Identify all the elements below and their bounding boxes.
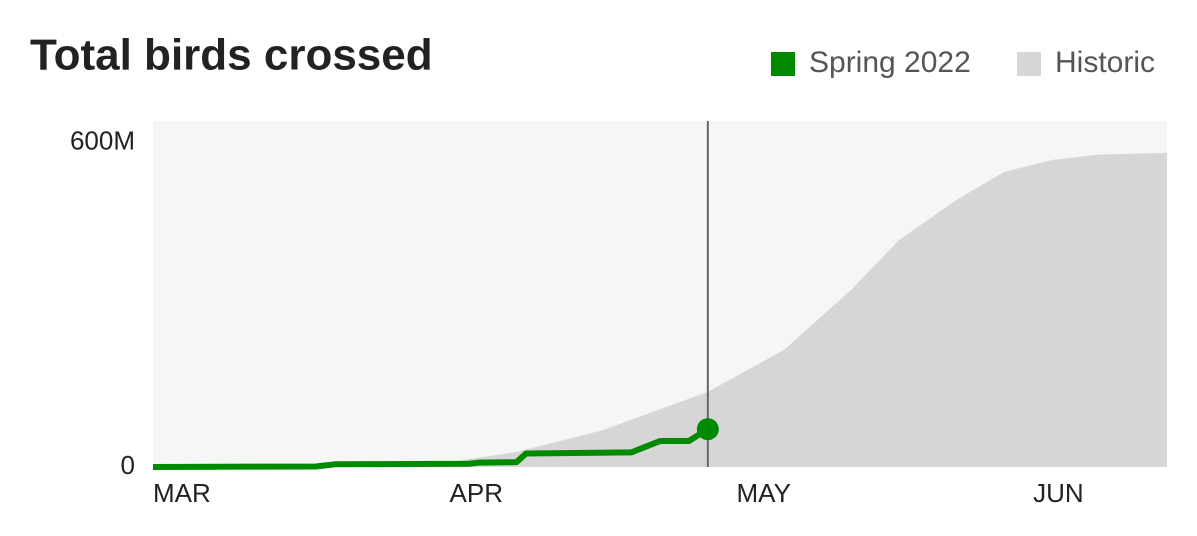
legend-swatch (1017, 52, 1041, 76)
y-tick-label: 0 (121, 450, 135, 480)
chart-title: Total birds crossed (30, 31, 433, 80)
current-point (696, 418, 719, 441)
legend-label: Historic (1055, 46, 1155, 79)
x-tick-label: APR (450, 478, 503, 508)
legend-swatch (771, 52, 795, 76)
historic-area (153, 152, 1167, 467)
x-tick-label: JUN (1033, 478, 1084, 508)
x-tick-label: MAR (153, 478, 211, 508)
y-tick-label: 600M (70, 126, 135, 156)
x-tick-label: MAY (737, 478, 791, 508)
legend-label: Spring 2022 (809, 46, 971, 79)
spring-line (152, 426, 710, 470)
